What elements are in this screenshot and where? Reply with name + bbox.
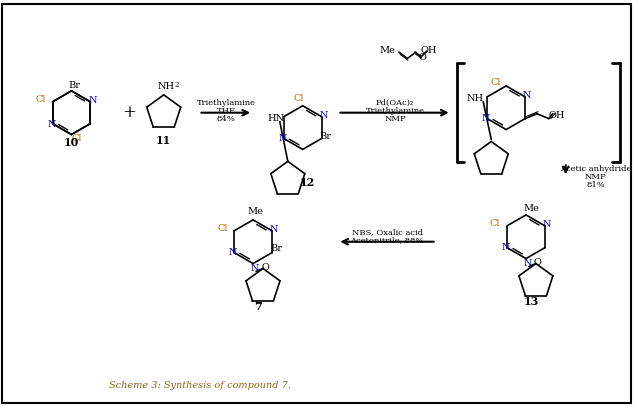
Text: OH: OH <box>420 46 437 55</box>
Text: 7: 7 <box>254 301 262 312</box>
Text: Cl: Cl <box>35 95 46 104</box>
Text: 12: 12 <box>300 177 315 188</box>
Text: NMP: NMP <box>584 173 606 181</box>
Text: N: N <box>482 114 491 123</box>
Text: 13: 13 <box>523 296 538 307</box>
Text: 11: 11 <box>156 135 172 146</box>
Text: Scheme 3: Synthesis of compound 7.: Scheme 3: Synthesis of compound 7. <box>109 381 291 390</box>
Text: Me: Me <box>247 208 263 217</box>
Text: N: N <box>279 134 287 143</box>
Text: Cl: Cl <box>490 219 500 228</box>
Text: 10: 10 <box>64 137 79 148</box>
FancyBboxPatch shape <box>2 4 631 403</box>
Text: N: N <box>543 220 551 229</box>
Text: Triethylamine: Triethylamine <box>366 107 424 115</box>
Text: Me: Me <box>379 46 395 55</box>
Text: Acetic anhydride: Acetic anhydride <box>560 165 631 173</box>
Text: 84%: 84% <box>217 115 235 123</box>
Text: Acetonitrile, 88%: Acetonitrile, 88% <box>350 236 424 244</box>
Text: NH: NH <box>157 82 174 92</box>
Text: N: N <box>270 225 278 234</box>
Text: Cl: Cl <box>217 224 228 233</box>
Text: N: N <box>502 243 510 252</box>
Text: Cl: Cl <box>491 79 501 88</box>
Text: NH: NH <box>467 94 484 103</box>
Text: O: O <box>419 53 427 61</box>
Text: N: N <box>523 91 531 100</box>
Text: Pd(OAc)₂: Pd(OAc)₂ <box>376 99 414 107</box>
Text: O: O <box>261 263 269 272</box>
Text: 2: 2 <box>174 81 179 89</box>
Text: N: N <box>88 96 96 105</box>
Text: N: N <box>524 259 532 268</box>
Text: N: N <box>251 264 259 273</box>
Text: Triethylamine: Triethylamine <box>197 99 256 107</box>
Text: Me: Me <box>523 204 539 213</box>
Text: HN: HN <box>267 114 285 123</box>
Text: Cl: Cl <box>293 94 304 103</box>
Text: Cl: Cl <box>71 134 82 143</box>
Text: NBS, Oxalic acid: NBS, Oxalic acid <box>352 228 422 236</box>
Text: O: O <box>534 258 542 267</box>
Text: Br: Br <box>68 81 80 90</box>
Text: N: N <box>320 111 328 120</box>
Text: THF: THF <box>217 107 235 115</box>
Text: Br: Br <box>320 132 332 141</box>
Text: N: N <box>229 248 237 257</box>
Text: OH: OH <box>549 111 565 120</box>
Text: NMP: NMP <box>384 115 406 123</box>
Text: +: + <box>122 104 136 121</box>
Text: 81%: 81% <box>586 181 605 189</box>
Text: Br: Br <box>270 244 282 253</box>
Text: N: N <box>47 120 56 129</box>
